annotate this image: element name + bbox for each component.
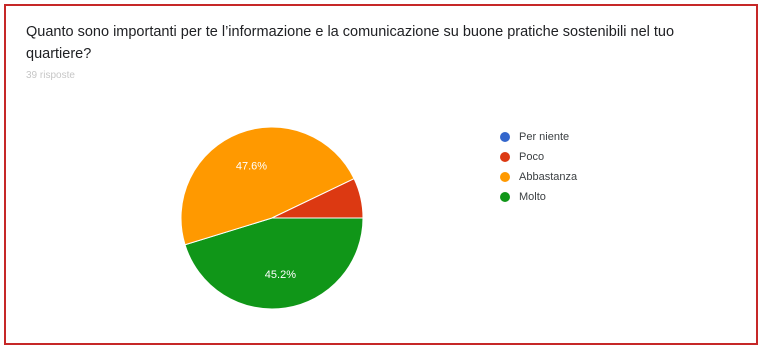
legend-swatch [500,192,510,202]
legend-label: Molto [519,191,546,203]
pie-slice-poco [271,178,364,219]
legend-swatch [500,152,510,162]
question-title: Quanto sono importanti per te l’informaz… [26,24,675,62]
legend-label: Poco [519,151,545,163]
pie-chart: 45.2% 47.6% [180,126,364,310]
legend-label: Abbastanza [519,171,578,183]
legend-item: Per niente [500,127,577,147]
question-card: Quanto sono importanti per te l’informaz… [4,4,758,345]
legend-item: Molto [500,187,577,207]
pie-slice-molto [184,217,364,310]
legend-swatch [500,132,510,142]
legend-label: Per niente [519,131,570,143]
pie-data-label: 45.2% [265,269,296,281]
legend-item: Poco [500,147,577,167]
legend-item: Abbastanza [500,167,577,187]
chart-legend: Per niente Poco Abbastanza Molto [500,127,577,207]
pie-data-label: 47.6% [236,160,267,172]
response-count: 39 risposte [26,70,75,81]
pie-slice-abbastanza [180,126,355,246]
legend-swatch [500,172,510,182]
